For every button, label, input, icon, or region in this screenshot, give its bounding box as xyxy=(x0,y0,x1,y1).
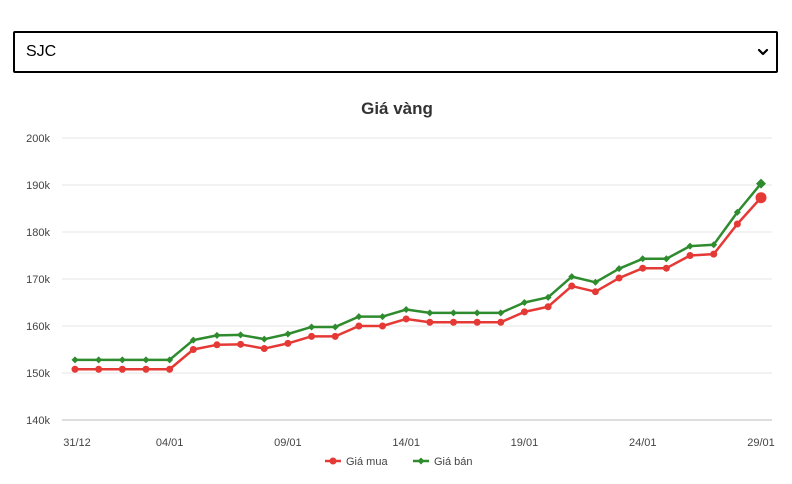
data-point[interactable] xyxy=(686,252,694,259)
x-axis-ticks: 31/12 04/01 09/01 14/01 19/01 24/01 29/01 xyxy=(63,437,775,449)
chevron-down-icon xyxy=(756,45,770,59)
x-tick-label: 09/01 xyxy=(274,437,302,449)
data-point[interactable] xyxy=(639,264,647,272)
data-point[interactable] xyxy=(308,332,316,340)
data-point[interactable] xyxy=(379,322,387,330)
series-gia-mua xyxy=(71,192,767,373)
data-point[interactable] xyxy=(213,331,221,339)
data-point[interactable] xyxy=(591,288,599,296)
data-point[interactable] xyxy=(166,356,174,364)
gold-type-select[interactable]: SJC xyxy=(13,31,778,73)
data-point[interactable] xyxy=(402,306,410,314)
gold-price-chart: Giá vàng 140k 150k 160k 170k 180k 190k 200k 31… xyxy=(0,84,792,479)
data-point[interactable] xyxy=(449,318,457,326)
data-point[interactable] xyxy=(166,365,174,373)
data-point[interactable] xyxy=(118,356,126,364)
legend-marker xyxy=(329,457,337,465)
data-point[interactable] xyxy=(568,282,576,290)
data-point[interactable] xyxy=(544,293,552,301)
data-point[interactable] xyxy=(142,365,150,373)
data-point[interactable] xyxy=(615,274,623,282)
data-point[interactable] xyxy=(284,339,292,347)
data-point[interactable] xyxy=(237,331,245,339)
y-tick-label: 200k xyxy=(26,133,50,145)
data-point[interactable] xyxy=(331,332,339,340)
data-point[interactable] xyxy=(142,356,150,364)
legend-label: Giá bán xyxy=(434,456,473,468)
data-point[interactable] xyxy=(615,265,623,273)
grid-lines xyxy=(62,137,772,421)
legend-label: Giá mua xyxy=(346,456,388,468)
legend-marker xyxy=(417,457,425,465)
data-point[interactable] xyxy=(213,341,221,349)
legend-item[interactable]: Giá mua xyxy=(325,456,388,468)
data-point[interactable] xyxy=(189,336,197,344)
data-point[interactable] xyxy=(379,313,387,321)
data-point[interactable] xyxy=(568,273,576,281)
y-tick-label: 150k xyxy=(26,368,50,380)
data-point[interactable] xyxy=(520,299,528,306)
data-point[interactable] xyxy=(497,318,505,326)
data-point[interactable] xyxy=(756,178,766,189)
data-point[interactable] xyxy=(402,315,410,323)
data-point[interactable] xyxy=(118,365,126,373)
data-point[interactable] xyxy=(284,330,292,338)
data-point[interactable] xyxy=(308,323,316,331)
series-gia-ban xyxy=(71,178,766,364)
x-tick-label: 29/01 xyxy=(747,437,775,449)
data-point[interactable] xyxy=(260,335,268,343)
data-point[interactable] xyxy=(733,220,741,228)
data-point[interactable] xyxy=(237,340,245,348)
data-point[interactable] xyxy=(733,208,741,216)
gold-type-select-value: SJC xyxy=(26,43,57,60)
data-point[interactable] xyxy=(473,309,481,317)
chart-title: Giá vàng xyxy=(361,99,433,118)
x-tick-label: 24/01 xyxy=(629,437,657,449)
data-point[interactable] xyxy=(639,255,647,263)
data-point[interactable] xyxy=(426,318,434,326)
data-point[interactable] xyxy=(331,323,339,331)
y-tick-label: 160k xyxy=(26,321,50,333)
x-tick-label: 04/01 xyxy=(156,437,184,449)
series-lines xyxy=(71,178,767,373)
data-point[interactable] xyxy=(473,318,481,326)
data-point[interactable] xyxy=(95,356,103,364)
data-point[interactable] xyxy=(95,365,103,373)
x-tick-label: 19/01 xyxy=(511,437,539,449)
data-point[interactable] xyxy=(71,356,79,364)
series-line xyxy=(75,182,762,362)
series-line xyxy=(75,196,762,371)
data-point[interactable] xyxy=(189,346,197,353)
data-point[interactable] xyxy=(755,192,767,204)
data-point[interactable] xyxy=(710,250,718,258)
data-point[interactable] xyxy=(544,303,552,311)
data-point[interactable] xyxy=(662,264,670,272)
data-point[interactable] xyxy=(260,345,268,353)
x-tick-label: 14/01 xyxy=(392,437,420,449)
data-point[interactable] xyxy=(355,313,363,321)
data-point[interactable] xyxy=(591,278,599,286)
data-point[interactable] xyxy=(426,309,434,317)
chart-svg: Giá vàng 140k 150k 160k 170k 180k 190k 200k 31… xyxy=(26,99,775,468)
y-tick-label: 190k xyxy=(26,180,50,192)
data-point[interactable] xyxy=(355,322,363,330)
data-point[interactable] xyxy=(449,309,457,317)
legend-item[interactable]: Giá bán xyxy=(413,456,473,468)
y-axis-ticks: 140k 150k 160k 170k 180k 190k 200k xyxy=(26,133,50,427)
y-tick-label: 180k xyxy=(26,227,50,239)
data-point[interactable] xyxy=(710,241,718,249)
y-tick-label: 170k xyxy=(26,274,50,286)
data-point[interactable] xyxy=(71,365,79,373)
data-point[interactable] xyxy=(686,242,694,250)
legend: Giá mua Giá bán xyxy=(325,456,473,468)
data-point[interactable] xyxy=(497,309,505,317)
data-point[interactable] xyxy=(520,308,528,316)
x-tick-label: 31/12 xyxy=(63,437,91,449)
y-tick-label: 140k xyxy=(26,415,50,427)
